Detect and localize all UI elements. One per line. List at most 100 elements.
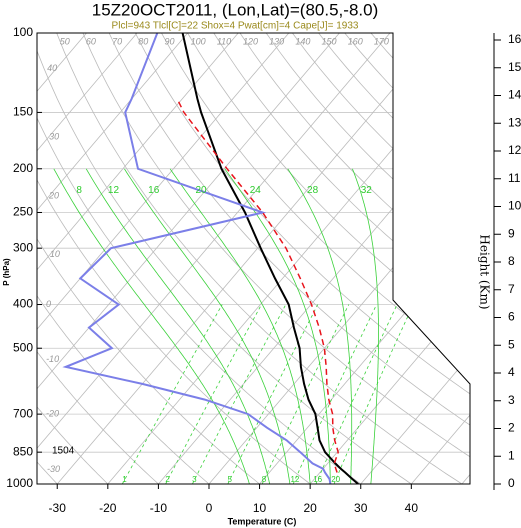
profile-line <box>176 98 339 473</box>
isotherm <box>107 33 470 484</box>
isotherm <box>37 33 340 484</box>
isotherm <box>37 33 391 484</box>
y2-tick-label: 14 <box>508 88 521 102</box>
isotherm <box>37 33 188 484</box>
dry-adiabat-label: 50 <box>60 36 70 46</box>
x-tick-label: -10 <box>150 501 168 515</box>
dry-adiabat-label: -20 <box>46 409 59 419</box>
dry-adiabat <box>213 33 470 484</box>
isotherm <box>158 33 470 484</box>
isotherm <box>309 33 470 484</box>
chart-title: 15Z20OCT2011, (Lon,Lat)=(80.5,-8.0) <box>92 0 379 19</box>
mixing-ratio-label: 2 <box>165 475 170 484</box>
dry-adiabat <box>108 33 470 484</box>
dry-adiabat <box>37 33 361 484</box>
y2-tick-label: 15 <box>508 60 521 74</box>
y-tick-label: 400 <box>13 297 33 311</box>
moist-adiabat <box>169 168 311 484</box>
x-tick-label: 20 <box>303 501 317 515</box>
y-tick-label: 700 <box>13 406 33 420</box>
dry-adiabat <box>37 33 260 484</box>
mixing-ratio-line <box>227 304 319 484</box>
mixing-ratio-label: 12 <box>290 475 299 484</box>
y-tick-label: 250 <box>13 205 33 219</box>
isotherm <box>37 33 239 484</box>
dry-adiabat-label: 30 <box>49 131 59 141</box>
moist-adiabat-label: 32 <box>361 185 373 196</box>
dry-adiabat-label: 90 <box>164 36 174 46</box>
y2-tick-label: 7 <box>508 282 515 296</box>
dry-adiabat-label: 170 <box>374 36 389 46</box>
y2-tick-label: 6 <box>508 310 515 324</box>
isotherm <box>56 33 441 484</box>
isotherm <box>208 33 470 484</box>
dry-adiabat-label: 130 <box>269 36 284 46</box>
dry-adiabat-label: 80 <box>138 36 148 46</box>
x-tick-label: 40 <box>405 501 419 515</box>
mixing-ratio-line <box>165 304 262 484</box>
dry-adiabat <box>37 33 311 484</box>
y2-tick-label: 9 <box>508 226 515 240</box>
dry-adiabat-label: 100 <box>191 36 206 46</box>
x-tick-label: 0 <box>206 501 213 515</box>
isotherm <box>360 33 470 484</box>
y-tick-label: 150 <box>13 105 33 119</box>
y-tick-label: 200 <box>13 161 33 175</box>
dry-adiabat-label: -30 <box>47 464 60 474</box>
dry-adiabat <box>344 33 470 484</box>
dry-adiabat <box>56 33 463 484</box>
y2-tick-label: 1 <box>508 448 515 462</box>
mixing-ratio-line <box>121 304 223 484</box>
moist-adiabat <box>53 168 250 484</box>
y2-tick-label: 12 <box>508 143 521 157</box>
y-tick-label: 300 <box>13 240 33 254</box>
isotherm <box>37 33 290 484</box>
y2-tick-label: 5 <box>508 337 515 351</box>
chart-subtitle: Plcl=943 Tlcl[C]=22 Shox=4 Pwat[cm]=4 Ca… <box>112 21 359 32</box>
moist-adiabat-label: 8 <box>76 185 82 196</box>
dry-adiabat-label: 40 <box>47 63 57 73</box>
isotherm <box>37 33 138 484</box>
dry-adiabat-label: 160 <box>348 36 363 46</box>
x-tick-label: 10 <box>253 501 267 515</box>
dry-adiabat-label: 0 <box>46 299 51 309</box>
moist-adiabat-label: 20 <box>196 185 208 196</box>
y2-tick-label: 2 <box>508 421 515 435</box>
y-axis-label: P (hPa) <box>2 258 11 286</box>
profile-line <box>181 33 359 484</box>
moist-adiabat <box>124 168 291 484</box>
mixing-ratio-line <box>261 304 350 484</box>
moist-adiabat <box>85 168 271 484</box>
mixing-ratio-label: 1 <box>122 475 127 484</box>
y2-tick-label: 16 <box>508 32 521 46</box>
dry-adiabat-label: 70 <box>112 36 122 46</box>
mixing-ratio-label: 3 <box>192 475 197 484</box>
annotation: 1504 <box>52 446 75 457</box>
y2-tick-label: 13 <box>508 115 521 129</box>
reference-lines <box>37 33 470 484</box>
dry-adiabat <box>37 33 412 484</box>
y-tick-label: 850 <box>13 444 33 458</box>
y-tick-label: 1000 <box>6 476 33 490</box>
y2-tick-label: 4 <box>508 365 515 379</box>
x-tick-label: 30 <box>354 501 368 515</box>
dry-adiabat-label: 60 <box>86 36 96 46</box>
y-tick-label: 100 <box>13 25 33 39</box>
x-tick-label: -20 <box>99 501 117 515</box>
mixing-ratio-label: 5 <box>227 475 232 484</box>
moist-adiabat-label: 28 <box>307 185 319 196</box>
y2-tick-label: 8 <box>508 254 515 268</box>
dry-adiabat <box>37 33 159 484</box>
moist-adiabat-label: 24 <box>250 185 262 196</box>
x-axis-label: Temperature (C) <box>228 516 297 526</box>
dry-adiabat <box>134 33 470 484</box>
mixing-ratio-label: 8 <box>262 475 267 484</box>
y2-axis-label: Height (Km) <box>478 234 492 309</box>
dry-adiabat <box>37 33 210 484</box>
profiles <box>62 33 359 484</box>
x-tick-label: -30 <box>49 501 67 515</box>
y2-tick-label: 11 <box>508 171 521 185</box>
dry-adiabat-label: -10 <box>46 354 59 364</box>
dry-adiabat-label: 150 <box>322 36 337 46</box>
